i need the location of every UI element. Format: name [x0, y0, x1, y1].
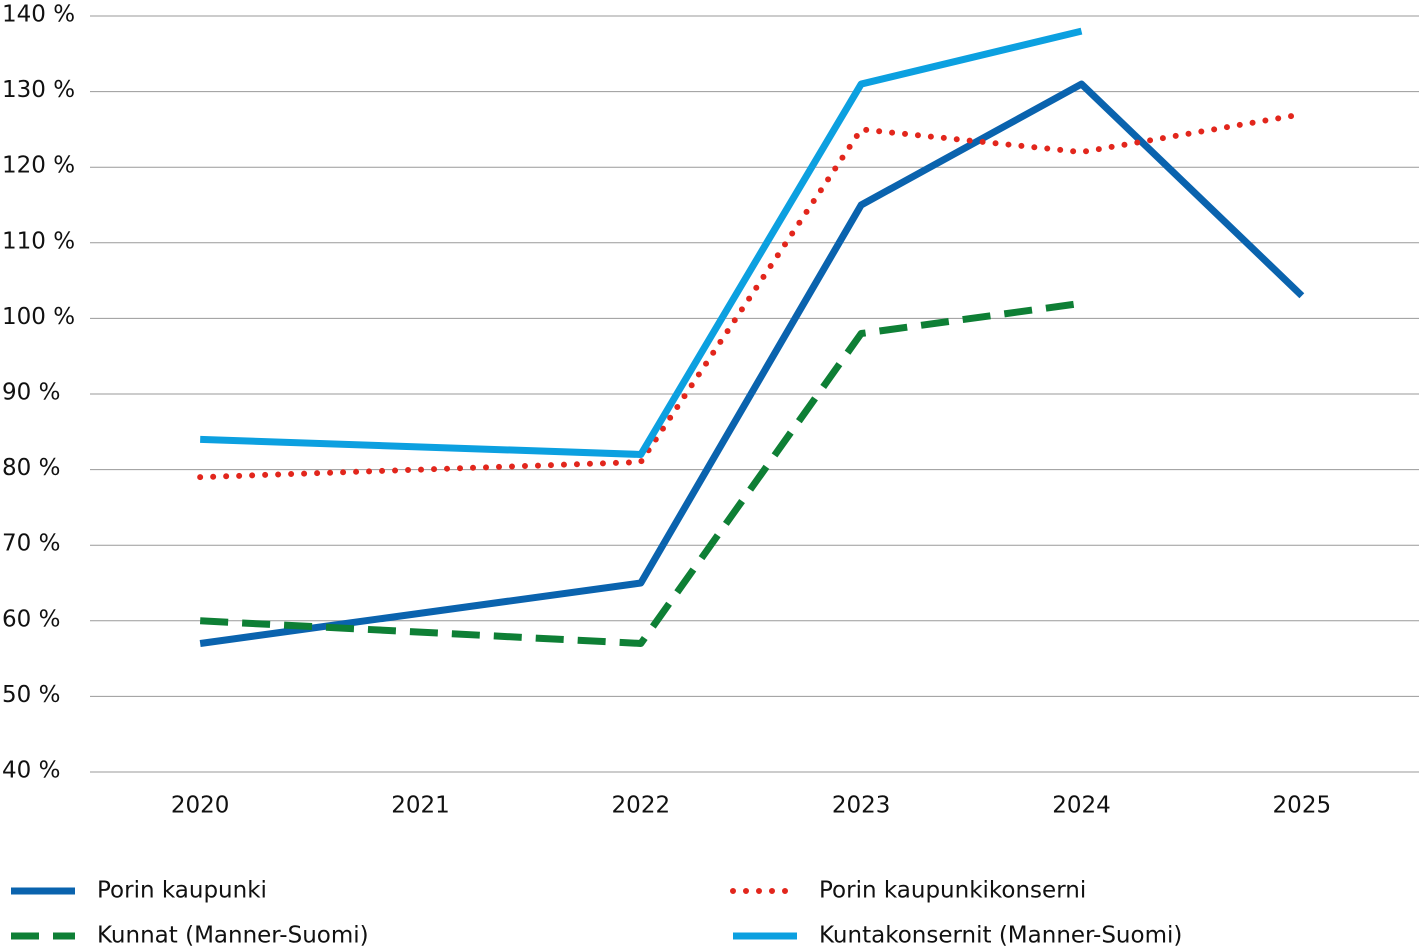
- series-line: [199, 80, 1305, 647]
- x-tick-label: 2023: [832, 793, 891, 819]
- y-tick-label: 100 %: [2, 304, 75, 330]
- y-tick-label: 60 %: [2, 606, 60, 632]
- y-tick-label: 70 %: [2, 531, 60, 557]
- y-tick-label: 50 %: [2, 682, 60, 708]
- series-line: [197, 111, 1305, 481]
- x-tick-label: 2020: [171, 793, 230, 819]
- y-tick-label: 90 %: [2, 380, 60, 406]
- x-tick-label: 2022: [612, 793, 671, 819]
- legend-label: Porin kaupunki: [97, 878, 267, 904]
- x-tick-label: 2025: [1273, 793, 1332, 819]
- legend-label: Kunnat (Manner-Suomi): [97, 923, 369, 949]
- y-tick-label: 110 %: [2, 228, 75, 254]
- legend-label: Kuntakonsernit (Manner-Suomi): [819, 923, 1182, 949]
- x-tick-label: 2021: [391, 793, 450, 819]
- legend-label: Porin kaupunkikonserni: [819, 878, 1086, 904]
- series-line: [199, 299, 1082, 647]
- x-tick-label: 2024: [1052, 793, 1111, 819]
- y-tick-label: 130 %: [2, 77, 75, 103]
- y-tick-label: 40 %: [2, 758, 60, 784]
- series-line: [200, 27, 1083, 458]
- y-tick-label: 120 %: [2, 153, 75, 179]
- y-tick-label: 140 %: [2, 2, 75, 28]
- y-tick-label: 80 %: [2, 455, 60, 481]
